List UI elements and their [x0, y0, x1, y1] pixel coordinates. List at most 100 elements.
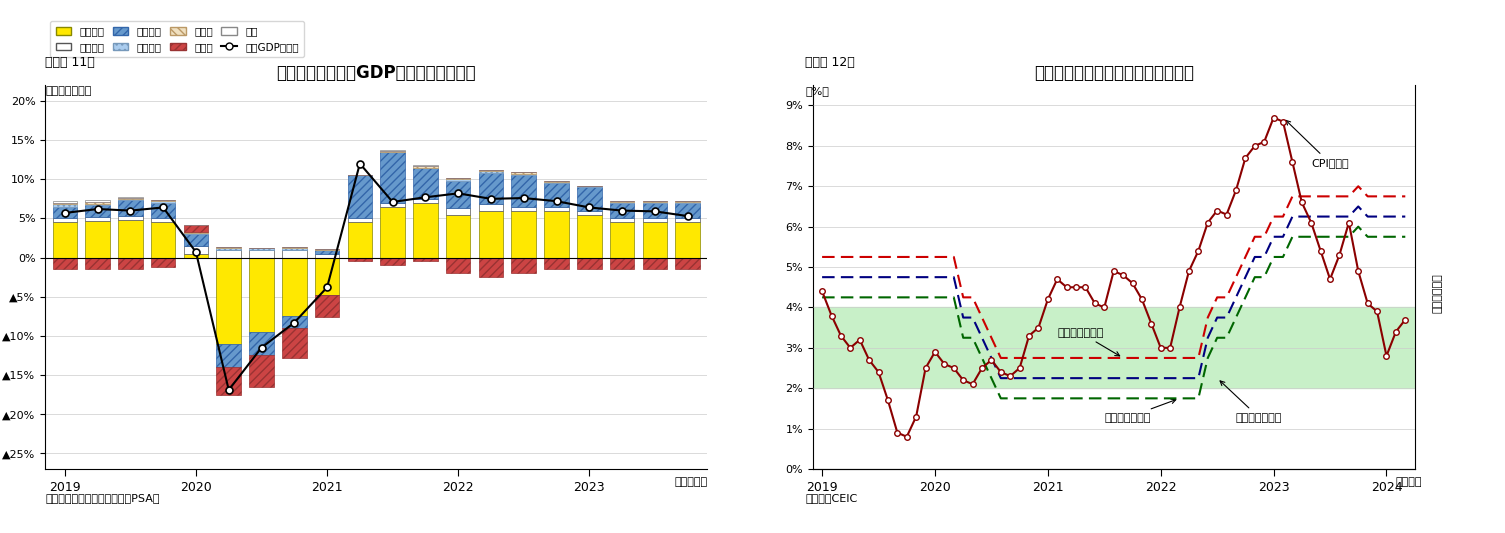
Bar: [250, 356, 274, 387]
Bar: [86, 200, 110, 202]
Bar: [348, 175, 372, 219]
Bar: [576, 185, 602, 187]
Bar: [348, 219, 372, 222]
Bar: [281, 250, 307, 257]
Text: 翌日物預金金利: 翌日物預金金利: [1105, 399, 1175, 423]
Bar: [217, 250, 241, 257]
Bar: [315, 254, 339, 257]
Bar: [150, 203, 176, 219]
Bar: [512, 172, 536, 174]
Bar: [445, 179, 471, 181]
Bar: [610, 203, 635, 219]
Bar: [184, 246, 208, 254]
Bar: [315, 250, 339, 254]
Bar: [545, 182, 569, 183]
Bar: [184, 225, 208, 232]
Bar: [414, 257, 438, 262]
Bar: [381, 150, 405, 151]
Text: （月次）: （月次）: [1395, 477, 1422, 487]
Bar: [315, 257, 339, 295]
Bar: [610, 222, 635, 257]
Bar: [545, 211, 569, 257]
Bar: [315, 249, 339, 250]
Bar: [414, 166, 438, 167]
Bar: [445, 257, 471, 273]
Bar: [479, 211, 503, 257]
Bar: [53, 207, 77, 219]
Bar: [281, 328, 307, 358]
Bar: [150, 200, 176, 201]
Bar: [676, 201, 700, 202]
Bar: [610, 202, 635, 203]
Bar: [445, 214, 471, 257]
Bar: [86, 221, 110, 257]
Bar: [53, 257, 77, 269]
Bar: [676, 203, 700, 219]
Bar: [150, 222, 176, 257]
Bar: [445, 208, 471, 214]
Bar: [576, 211, 602, 214]
Bar: [315, 295, 339, 317]
Bar: [512, 211, 536, 257]
Bar: [813, 308, 1415, 388]
Bar: [117, 199, 143, 200]
Bar: [117, 200, 143, 216]
Bar: [217, 367, 241, 394]
Text: （四半期）: （四半期）: [674, 477, 707, 487]
Bar: [117, 198, 143, 199]
Bar: [414, 165, 438, 166]
Bar: [117, 257, 143, 269]
Bar: [576, 214, 602, 257]
Bar: [53, 201, 77, 203]
Bar: [479, 173, 503, 204]
Bar: [512, 174, 536, 175]
Bar: [381, 152, 405, 203]
Bar: [479, 257, 503, 277]
Text: 翌日物貸出金利: 翌日物貸出金利: [1058, 328, 1120, 356]
Bar: [643, 203, 667, 219]
Bar: [53, 219, 77, 222]
Bar: [445, 177, 471, 179]
Bar: [610, 257, 635, 269]
Bar: [184, 232, 208, 234]
Bar: [414, 167, 438, 199]
Text: （図表 12）: （図表 12）: [805, 56, 855, 69]
Bar: [512, 257, 536, 273]
Bar: [545, 207, 569, 211]
Bar: [281, 257, 307, 316]
Title: フィリピンの実質GDP成長率（需要側）: フィリピンの実質GDP成長率（需要側）: [277, 64, 476, 82]
Bar: [381, 151, 405, 152]
Bar: [545, 183, 569, 207]
Bar: [117, 197, 143, 198]
Bar: [86, 257, 110, 269]
Bar: [381, 207, 405, 257]
Bar: [250, 250, 274, 257]
Bar: [150, 257, 176, 267]
Text: インフレ目標: インフレ目標: [1433, 273, 1443, 313]
Bar: [576, 187, 602, 211]
Bar: [610, 201, 635, 202]
Text: （図表 11）: （図表 11）: [45, 56, 95, 69]
Bar: [150, 219, 176, 222]
Text: （%）: （%）: [805, 86, 829, 96]
Bar: [348, 257, 372, 262]
Bar: [676, 257, 700, 269]
Bar: [217, 257, 241, 344]
Bar: [250, 332, 274, 356]
Bar: [217, 247, 241, 248]
Bar: [281, 248, 307, 250]
Bar: [643, 222, 667, 257]
Bar: [381, 257, 405, 265]
Bar: [381, 203, 405, 207]
Bar: [479, 204, 503, 211]
Bar: [53, 204, 77, 207]
Text: CPI上昇率: CPI上昇率: [1285, 120, 1348, 168]
Bar: [117, 216, 143, 220]
Text: （資料）CEIC: （資料）CEIC: [805, 493, 858, 503]
Bar: [414, 199, 438, 203]
Bar: [86, 204, 110, 205]
Title: フィリピンのインフレ率と政策金利: フィリピンのインフレ率と政策金利: [1034, 64, 1193, 82]
Bar: [643, 202, 667, 203]
Bar: [281, 247, 307, 248]
Bar: [53, 203, 77, 204]
